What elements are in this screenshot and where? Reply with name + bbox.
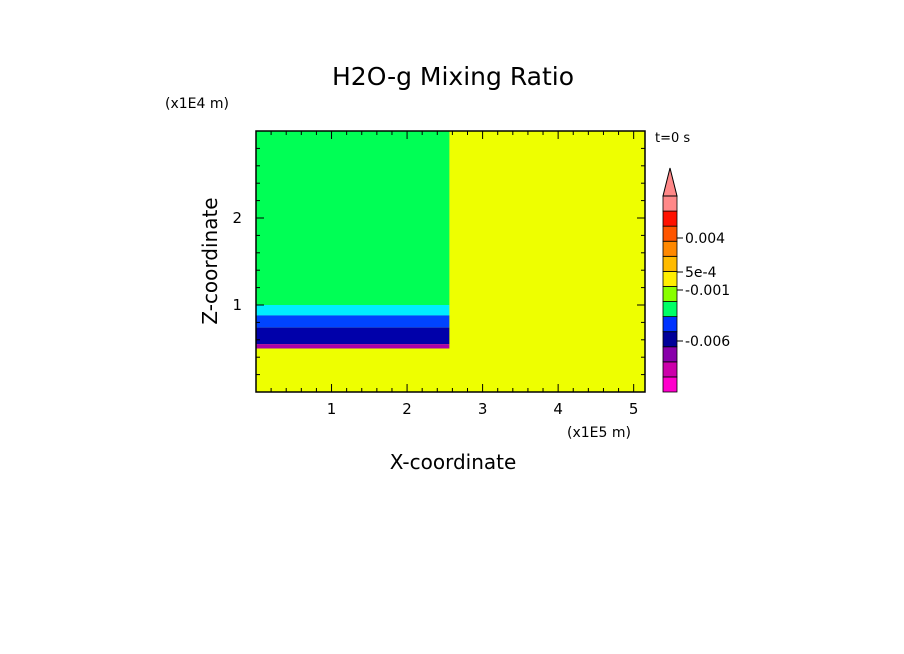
colorbar-label: 0.004 [685, 231, 725, 247]
x-tick-label: 1 [327, 400, 337, 418]
y-scale-label: (x1E4 m) [165, 96, 229, 112]
y-axis-label: Z-coordinate [198, 197, 222, 324]
colorbar-band [662, 255, 678, 272]
colorbar-label: 5e-4 [685, 265, 717, 281]
region-layer-cyan [256, 305, 450, 316]
colorbar-band [662, 195, 678, 212]
y-tick-label: 1 [232, 296, 242, 314]
colorbar-band [662, 346, 678, 363]
chart-title: H2O-g Mixing Ratio [332, 62, 574, 91]
colorbar-band [662, 361, 678, 378]
colorbar-band [662, 286, 678, 302]
colorbar-label: -0.001 [685, 283, 730, 299]
colorbar-label: -0.006 [685, 334, 730, 350]
x-tick-label: 4 [553, 400, 563, 418]
colorbar-band [662, 376, 678, 393]
x-tick-label: 3 [478, 400, 488, 418]
x-axis-label: X-coordinate [390, 450, 517, 474]
region-layer-purple [256, 344, 450, 349]
colorbar-band [662, 270, 678, 287]
colorbar-band [662, 225, 678, 242]
region-layer-navy [256, 327, 450, 345]
colorbar-band [662, 210, 678, 227]
region-upper-block [256, 131, 450, 305]
colorbar-band [662, 331, 678, 348]
time-label: t=0 s [655, 131, 690, 146]
region-layer-blue [256, 315, 450, 328]
x-scale-label: (x1E5 m) [567, 425, 631, 441]
colorbar-band [662, 301, 678, 318]
colorbar-band [662, 316, 678, 333]
y-tick-label: 2 [232, 209, 242, 227]
plot-frame [255, 130, 646, 393]
colorbar-band [662, 240, 678, 257]
colorbar-extend-arrow [662, 167, 678, 197]
x-tick-label: 2 [402, 400, 412, 418]
x-tick-label: 5 [629, 400, 639, 418]
